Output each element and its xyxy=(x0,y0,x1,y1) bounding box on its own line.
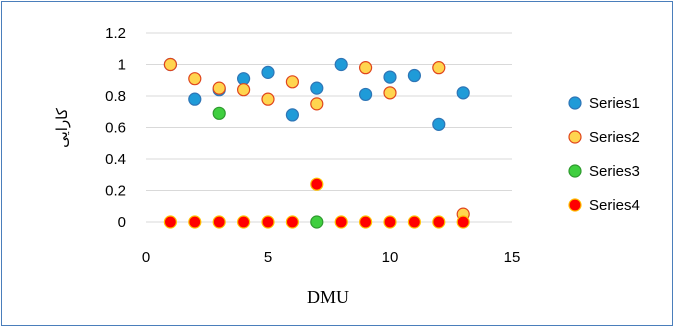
y-tick-label: 0.6 xyxy=(105,120,126,137)
legend-marker-series1 xyxy=(568,96,582,110)
data-point-series1 xyxy=(310,81,324,95)
data-point-series4 xyxy=(285,215,299,229)
data-point-series1 xyxy=(456,86,470,100)
legend-label: Series3 xyxy=(589,163,640,180)
data-point-series4 xyxy=(237,215,251,229)
legend-marker-series4 xyxy=(568,198,582,212)
data-point-series2 xyxy=(359,61,373,75)
data-point-series1 xyxy=(407,68,421,83)
data-point-series4 xyxy=(407,215,421,229)
y-tick-label: 1.2 xyxy=(105,25,126,42)
y-axis-ticks: 0 0.2 0.4 0.6 0.8 1 1.2 xyxy=(105,25,126,231)
legend-label: Series2 xyxy=(589,129,640,146)
legend-label: Series4 xyxy=(589,197,640,214)
data-point-series4 xyxy=(456,215,470,229)
y-tick-label: 0.2 xyxy=(105,183,126,200)
data-point-series2 xyxy=(285,75,299,89)
data-points xyxy=(163,57,470,229)
y-tick-label: 0 xyxy=(118,214,126,231)
data-point-series1 xyxy=(359,87,373,102)
x-tick-label: 5 xyxy=(264,249,272,266)
data-point-series1 xyxy=(285,108,299,122)
data-point-series2 xyxy=(237,83,251,97)
y-tick-label: 0.4 xyxy=(105,151,126,168)
data-point-series4 xyxy=(212,215,226,229)
data-point-series1 xyxy=(237,72,251,86)
data-point-series1 xyxy=(383,70,397,84)
data-point-series2 xyxy=(212,81,226,95)
data-point-series2 xyxy=(383,86,397,100)
x-axis-ticks: 0 5 10 15 xyxy=(142,249,521,266)
data-point-series4 xyxy=(383,215,397,229)
x-tick-label: 10 xyxy=(382,249,399,266)
data-point-series2 xyxy=(310,97,324,111)
legend-marker-series2 xyxy=(568,130,582,144)
y-axis-label: کارایی xyxy=(53,107,71,148)
x-tick-label: 15 xyxy=(504,249,521,266)
data-point-series1 xyxy=(334,57,348,72)
data-point-series3 xyxy=(212,106,226,120)
y-tick-label: 1 xyxy=(118,57,126,74)
data-point-series4 xyxy=(310,177,324,191)
y-tick-label: 0.8 xyxy=(105,88,126,105)
data-point-series3 xyxy=(310,215,324,229)
data-point-series2 xyxy=(188,72,202,86)
data-point-series2 xyxy=(432,61,446,75)
data-point-series1 xyxy=(432,117,446,131)
data-point-series4 xyxy=(359,215,373,229)
data-point-series4 xyxy=(188,215,202,229)
data-point-series2 xyxy=(163,57,177,72)
legend: Series1 Series2 Series3 Series4 xyxy=(568,95,640,214)
legend-label: Series1 xyxy=(589,95,640,112)
data-point-series4 xyxy=(432,215,446,229)
data-point-series1 xyxy=(261,65,275,79)
data-point-series1 xyxy=(188,92,202,106)
data-point-series4 xyxy=(334,215,348,229)
x-tick-label: 0 xyxy=(142,249,150,266)
data-point-series4 xyxy=(261,215,275,229)
data-point-series2 xyxy=(261,92,275,106)
data-point-series4 xyxy=(163,215,177,229)
legend-marker-series3 xyxy=(568,164,582,178)
gridlines xyxy=(146,32,512,223)
x-axis-label: DMU xyxy=(307,287,349,307)
